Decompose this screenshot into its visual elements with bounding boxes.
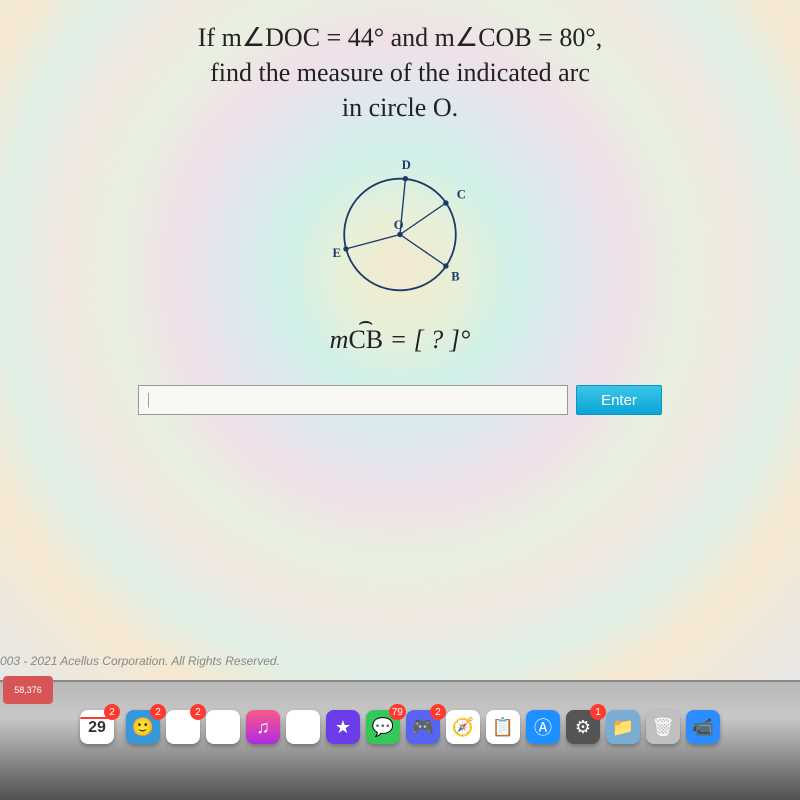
appstore-icon[interactable]: Ⓐ (526, 710, 560, 744)
text: = 80°, (532, 23, 603, 52)
angle-name: COB (478, 23, 531, 52)
preview-icon[interactable]: 🖼 (206, 710, 240, 744)
enter-button[interactable]: Enter (576, 385, 662, 415)
answer-row: Enter (0, 385, 800, 415)
var: m (222, 23, 242, 52)
corner-badge: 58,376 (3, 676, 53, 704)
angle-symbol: ∠ (455, 23, 478, 52)
angle-symbol: ∠ (242, 23, 265, 52)
radius-ob (400, 235, 446, 267)
text: = 44° and (320, 23, 435, 52)
point-e (343, 246, 348, 251)
folder-icon[interactable]: 📁 (606, 710, 640, 744)
badge: 2 (430, 704, 446, 720)
badge: 2 (190, 704, 206, 720)
music-icon[interactable]: ♫ (246, 710, 280, 744)
badge: 79 (389, 704, 406, 720)
calendar-day: 29 (88, 719, 106, 737)
discord-icon[interactable]: 🎮2 (406, 710, 440, 744)
badge: 2 (150, 704, 166, 720)
label-c: C (457, 188, 466, 202)
question-suffix: = [ ? ]° (383, 325, 470, 354)
finder-icon[interactable]: 🙂2 (126, 710, 160, 744)
messages-icon[interactable]: 💬79 (366, 710, 400, 744)
question-prefix: m (330, 325, 349, 354)
dock-inner: 29 2 🙂2✎2🖼♫✿★💬79🎮2🧭📋Ⓐ⚙1📁🗑📹 (0, 682, 800, 744)
radius-oe (346, 235, 400, 249)
imovie-icon[interactable]: ★ (326, 710, 360, 744)
circle-diagram: O D C B E (310, 140, 490, 320)
arc-question: mCB = [ ? ]° (0, 325, 800, 355)
arc-label: CB (348, 325, 383, 355)
point-b (443, 264, 448, 269)
problem-screen: If m∠DOC = 44° and m∠COB = 80°, find the… (0, 0, 800, 680)
macos-dock: 58,376 29 2 🙂2✎2🖼♫✿★💬79🎮2🧭📋Ⓐ⚙1📁🗑📹 (0, 680, 800, 800)
label-d: D (402, 158, 411, 172)
angle-name: DOC (265, 23, 320, 52)
photos-icon[interactable]: ✿ (286, 710, 320, 744)
badge: 1 (590, 704, 606, 720)
problem-statement: If m∠DOC = 44° and m∠COB = 80°, find the… (0, 20, 800, 125)
trash-icon[interactable]: 🗑 (646, 710, 680, 744)
var: m (435, 23, 455, 52)
point-c (443, 201, 448, 206)
label-b: B (451, 270, 460, 284)
settings-icon[interactable]: ⚙1 (566, 710, 600, 744)
badge: 2 (104, 704, 120, 720)
zoom-icon[interactable]: 📹 (686, 710, 720, 744)
problem-line2: find the measure of the indicated arc (210, 58, 590, 87)
label-o: O (394, 218, 404, 232)
copyright-text: 003 - 2021 Acellus Corporation. All Righ… (0, 654, 280, 668)
notes-icon[interactable]: 📋 (486, 710, 520, 744)
point-d (403, 176, 408, 181)
pages-icon[interactable]: ✎2 (166, 710, 200, 744)
radius-oc (400, 203, 446, 235)
answer-input[interactable] (138, 385, 568, 415)
label-e: E (333, 246, 341, 260)
text: If (198, 23, 222, 52)
problem-line3: in circle O. (342, 93, 458, 122)
center-dot (397, 232, 402, 237)
safari-icon[interactable]: 🧭 (446, 710, 480, 744)
calendar-icon[interactable]: 29 2 (80, 710, 114, 744)
